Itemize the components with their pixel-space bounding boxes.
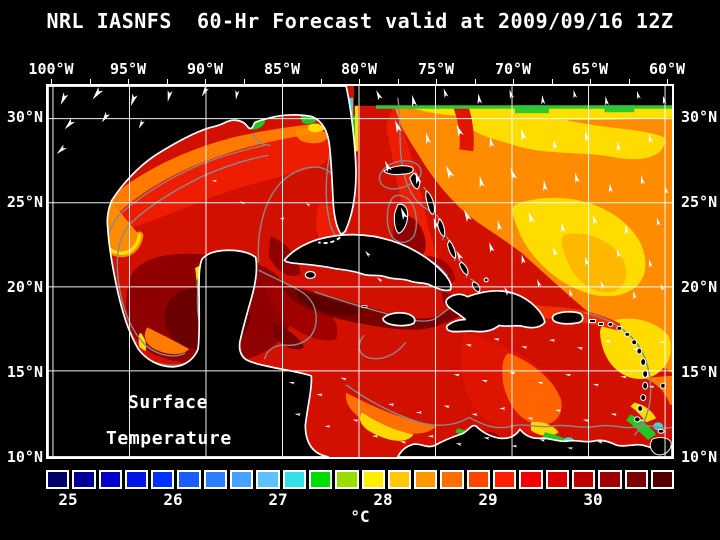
lon-tickmark (552, 79, 553, 84)
lon-tick-label: 75°W (417, 60, 455, 78)
colorbar-cell (440, 470, 464, 489)
island-trinidad (649, 437, 672, 456)
island-hispaniola (445, 289, 546, 333)
lon-tickmark (436, 79, 437, 84)
lon-tickmark (359, 79, 360, 84)
graticule-gridlines (48, 86, 672, 457)
lon-tick-label: 70°W (494, 60, 532, 78)
colorbar-cell (519, 470, 543, 489)
colorbar-cell (72, 470, 96, 489)
lat-tick-label: 30°N (6, 108, 43, 126)
island-puerto-rico (551, 310, 584, 325)
lat-tick-label: 20°N (6, 278, 43, 296)
colorbar-cell (571, 470, 596, 489)
colorbar-cell (124, 470, 149, 489)
lon-tickmark (590, 79, 591, 84)
colorbar (46, 470, 675, 489)
lat-tick-label: 15°N (6, 363, 43, 381)
land-masses (48, 86, 672, 457)
map-canvas (48, 86, 672, 457)
colorbar-cell (203, 470, 228, 489)
colorbar-cell (151, 470, 175, 489)
colorbar-cell (46, 470, 70, 489)
land-north-america (48, 86, 357, 457)
colorbar-cell (177, 470, 201, 489)
lon-tickmark (667, 79, 668, 84)
colorbar-cell (335, 470, 359, 489)
lat-tick-label: 20°N (681, 278, 718, 296)
lon-tick-label: 80°W (340, 60, 378, 78)
colorbar-tick-label: 26 (163, 490, 183, 509)
island-cayman (361, 305, 368, 309)
lon-tick-label: 100°W (28, 60, 74, 78)
page-title: NRL IASNFS 60-Hr Forecast valid at 2009/… (46, 9, 674, 33)
colorbar-unit: °C (350, 507, 370, 526)
lon-tickmark (51, 79, 52, 84)
colorbar-tick-label: 28 (373, 490, 393, 509)
map-frame: Surface Temperature (46, 84, 674, 459)
lat-tick-label: 30°N (681, 108, 718, 126)
lat-tick-label: 15°N (681, 363, 718, 381)
colorbar-cell (361, 470, 385, 489)
lon-tickmark (90, 79, 91, 84)
colorbar-tick-label: 29 (478, 490, 498, 509)
island-cuba (283, 233, 452, 292)
colorbar-tick-label: 30 (583, 490, 603, 509)
lon-tick-label: 85°W (263, 60, 301, 78)
lon-tickmark (475, 79, 476, 84)
colorbar-cell (650, 470, 675, 489)
colorbar-cell (624, 470, 648, 489)
lon-tickmark (629, 79, 630, 84)
lon-tickmark (513, 79, 514, 84)
colorbar-cell (387, 470, 412, 489)
lat-tick-label: 10°N (681, 448, 718, 466)
lon-tick-label: 60°W (648, 60, 686, 78)
lon-tick-label: 95°W (109, 60, 147, 78)
lon-tick-label: 65°W (571, 60, 609, 78)
islands-lesser-antilles (589, 318, 672, 456)
sst-atlantic (346, 86, 672, 405)
colorbar-cell (308, 470, 333, 489)
island-jamaica (382, 311, 416, 327)
lon-tickmark (167, 79, 168, 84)
map-overlay-label-line1: Surface (128, 392, 209, 413)
colorbar-cell (545, 470, 569, 489)
colorbar-cell (414, 470, 438, 489)
lon-tickmark (282, 79, 283, 84)
lon-tickmark (128, 79, 129, 84)
colorbar-cell (98, 470, 122, 489)
colorbar-cell (598, 470, 622, 489)
lon-tickmark (205, 79, 206, 84)
colorbar-cell (282, 470, 306, 489)
lat-tick-label: 25°N (681, 193, 718, 211)
colorbar-tick-label: 25 (58, 490, 78, 509)
colorbar-cell (493, 470, 517, 489)
lon-tick-label: 90°W (186, 60, 224, 78)
island-isla-juventud (304, 270, 316, 280)
colorbar-tick-label: 27 (268, 490, 288, 509)
colorbar-cell (256, 470, 280, 489)
colorbar-cell (230, 470, 254, 489)
lon-tickmark (321, 79, 322, 84)
lon-tickmark (244, 79, 245, 84)
lat-tick-label: 25°N (6, 193, 43, 211)
florida-keys (318, 236, 341, 245)
colorbar-cell (466, 470, 491, 489)
map-overlay-label-line2: Temperature (106, 428, 232, 449)
lat-tick-label: 10°N (6, 448, 43, 466)
lon-tickmark (398, 79, 399, 84)
